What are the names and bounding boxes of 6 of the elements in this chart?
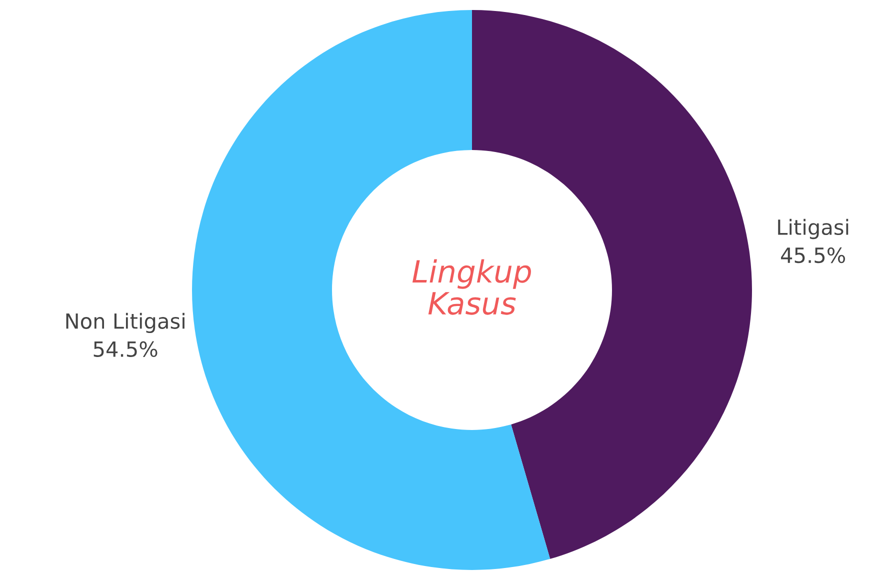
text: Lingkup Kasus [412, 259, 531, 315]
data-label: 45.5% [781, 247, 846, 264]
slice-label: Litigasi [778, 218, 848, 240]
data-label: 54.5% [94, 341, 158, 358]
slice-label: Non Litigasi [66, 312, 184, 333]
donut-slice [192, 10, 550, 570]
